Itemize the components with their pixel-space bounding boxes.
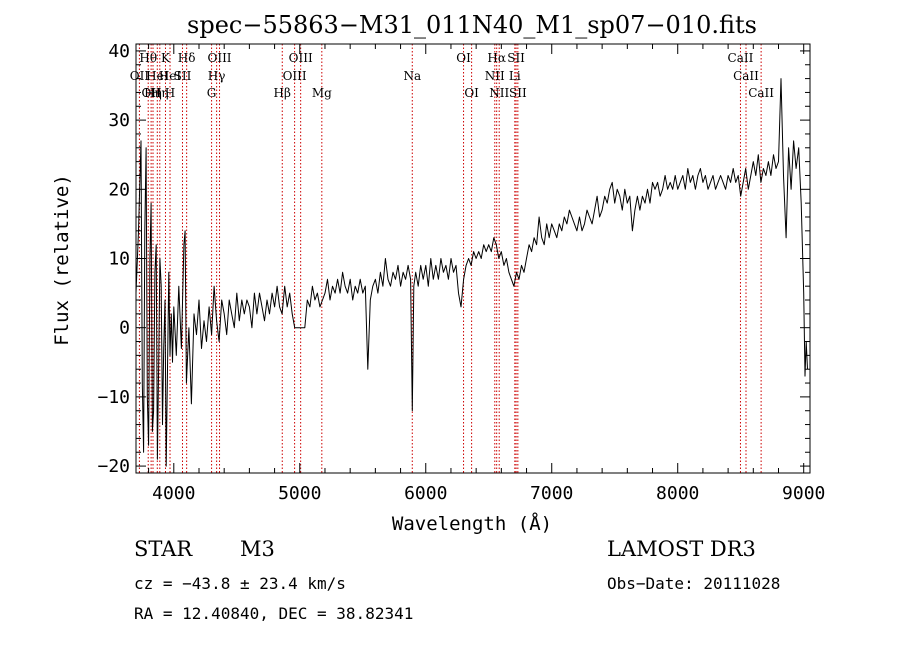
line-marker-label: NII (485, 69, 505, 83)
redshift-info: cz = −43.8 ± 23.4 km/s (134, 574, 346, 593)
line-marker-label: HeI (159, 69, 182, 83)
y-axis-label: Flux (relative) (51, 174, 73, 346)
line-marker-label: OIII (283, 69, 307, 83)
survey-name: LAMOST DR3 (607, 537, 756, 561)
line-marker-label: OII (130, 69, 150, 83)
line-marker-label: Hγ (208, 69, 226, 83)
line-marker-label: CaII (728, 51, 754, 65)
line-marker-label: OII (141, 86, 161, 100)
series-layer (135, 78, 808, 467)
line-marker-label: HeI (146, 69, 169, 83)
line-markers (138, 44, 762, 473)
x-tick-label: 8000 (656, 483, 699, 504)
line-marker-label: CaII (733, 69, 759, 83)
y-tick-label: −10 (97, 387, 130, 408)
spectrum-line (135, 78, 808, 467)
x-tick-label: 7000 (530, 483, 573, 504)
line-marker-label: NII (489, 86, 509, 100)
line-marker-label: OIII (207, 51, 231, 65)
object-type: STAR (134, 537, 193, 561)
line-marker-label: OIII (289, 51, 313, 65)
line-marker-label: SII (174, 69, 192, 83)
x-tick-label: 9000 (782, 483, 825, 504)
y-tick-label: 20 (108, 179, 130, 200)
observation-date: Obs−Date: 20111028 (607, 574, 781, 593)
line-marker-label: Hδ (178, 51, 196, 65)
plot-frame (135, 43, 811, 474)
x-tick-label: 6000 (404, 483, 447, 504)
line-marker-label: K (161, 51, 171, 65)
line-marker-label: H (165, 86, 175, 100)
line-marker-label: Hη (151, 86, 169, 100)
y-tick-label: −20 (97, 456, 130, 477)
object-subclass: M3 (240, 537, 275, 561)
line-marker-label: Na (403, 69, 421, 83)
x-tick-label: 4000 (152, 483, 195, 504)
line-marker-label: SII (509, 86, 527, 100)
axis-ticks (136, 44, 810, 473)
x-tick-label: 5000 (278, 483, 321, 504)
line-marker-label: OI (456, 51, 471, 65)
line-marker-label: Li (509, 69, 521, 83)
line-marker-label: Mg (312, 86, 332, 100)
coordinates-info: RA = 12.40840, DEC = 38.82341 (134, 604, 414, 623)
x-axis-label: Wavelength (Å) (392, 512, 552, 535)
line-marker-label: CaII (748, 86, 774, 100)
line-marker-label: Hη (144, 86, 162, 100)
line-marker-label: Hθ (139, 51, 157, 65)
y-tick-label: 40 (108, 41, 130, 62)
line-marker-label: G (207, 86, 217, 100)
line-marker-label: Hβ (274, 86, 291, 100)
line-marker-label: OI (464, 86, 479, 100)
axis-tick-labels: 4000 5000 6000 7000 8000 9000 −20 −10 0 10 20 30 40 (97, 41, 825, 504)
line-marker-label: Hα (487, 51, 506, 65)
line-marker-labels: OIIHθOIIHηHeIHηKHHeISIIHδGHγOIIIHβOIIIOI… (130, 51, 775, 100)
y-tick-label: 30 (108, 110, 130, 131)
y-tick-label: 0 (119, 318, 130, 339)
line-marker-label: SII (507, 51, 525, 65)
chart-title: spec−55863−M31_011N40_M1_sp07−010.fits (187, 11, 757, 39)
y-tick-label: 10 (108, 249, 130, 270)
